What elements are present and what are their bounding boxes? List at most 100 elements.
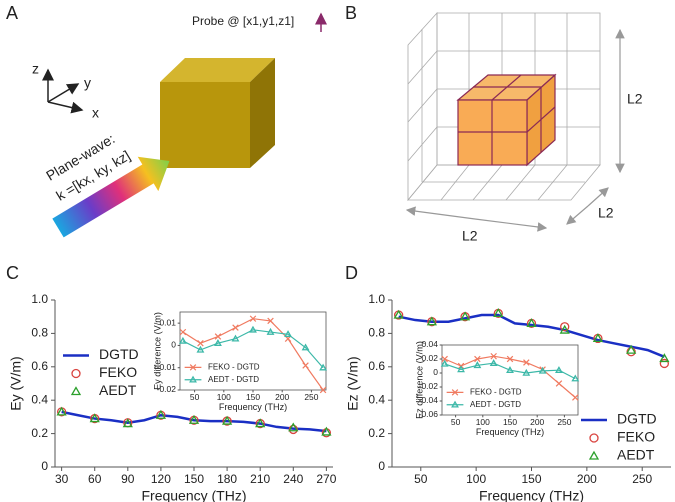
dimension-label: L2 <box>598 205 614 221</box>
legend-marker <box>588 450 600 460</box>
y-tick-label: 0.01 <box>159 317 176 327</box>
marker <box>56 406 67 416</box>
y-tick-label: 0 <box>171 340 176 350</box>
x-tick-label: 270 <box>316 472 336 486</box>
marker <box>555 380 563 387</box>
marker <box>197 339 204 347</box>
marker <box>538 366 547 374</box>
marker <box>506 355 514 363</box>
cube-front <box>160 82 250 168</box>
x-tick-label: 200 <box>530 417 544 427</box>
series-line <box>61 410 327 433</box>
marker <box>214 333 222 340</box>
marker <box>526 318 537 328</box>
dimension-label: L2 <box>462 228 478 244</box>
marker <box>214 339 222 346</box>
y-axis-label: Ey difference (V/m) <box>152 312 162 390</box>
legend-label: DGTD <box>617 411 657 427</box>
x-tick-label: 30 <box>55 472 69 486</box>
legend-marker <box>451 400 459 408</box>
marker <box>459 311 471 321</box>
series-line <box>398 313 665 358</box>
marker <box>178 336 187 344</box>
axis-name: y <box>84 75 91 91</box>
legend-label: AEDT <box>617 447 655 463</box>
legend-label: FEKO - DGTD <box>470 387 522 396</box>
marker <box>473 361 482 369</box>
y-tick-label: 0.2 <box>368 426 385 440</box>
marker <box>122 418 133 428</box>
y-tick-label: 0.8 <box>368 326 385 340</box>
plot-frame <box>179 311 327 391</box>
marker <box>249 325 257 333</box>
marker <box>302 362 309 369</box>
panel-label: C <box>6 263 19 283</box>
marker <box>179 328 187 336</box>
axis-arrow <box>47 83 80 103</box>
legend-marker <box>589 433 599 443</box>
legend-label: AEDT <box>99 382 137 398</box>
marker <box>474 355 481 363</box>
x-tick-label: 90 <box>121 472 135 486</box>
x-tick-label: 50 <box>451 417 461 427</box>
marker <box>489 359 498 366</box>
x-tick-label: 120 <box>151 472 171 486</box>
panel-label: A <box>6 3 18 23</box>
axis-name: z <box>32 61 39 77</box>
marker <box>288 424 298 435</box>
y-tick-label: 0.6 <box>368 359 385 373</box>
series-line <box>182 329 324 369</box>
marker <box>266 327 275 335</box>
marker <box>426 316 437 326</box>
marker <box>493 308 504 318</box>
marker <box>506 366 514 373</box>
y-tick-label: 0 <box>378 459 385 473</box>
y-tick-label: 0.04 <box>421 339 438 349</box>
marker <box>249 315 257 322</box>
legend-label: FEKO <box>617 429 655 445</box>
marker <box>155 409 167 419</box>
marker <box>288 422 299 432</box>
marker <box>523 359 530 366</box>
axis-arrow <box>47 101 84 114</box>
dimension-label: L2 <box>627 91 643 107</box>
legend-marker <box>189 375 197 383</box>
y-tick-label: 1.0 <box>31 292 48 306</box>
inner-cube <box>456 73 557 167</box>
cube-side <box>250 58 275 168</box>
marker <box>196 345 205 353</box>
legend-label: DGTD <box>99 346 139 362</box>
marker <box>571 374 580 382</box>
x-tick-label: 200 <box>275 392 289 402</box>
x-tick-label: 100 <box>217 392 231 402</box>
marker <box>490 352 497 360</box>
marker <box>592 333 604 343</box>
x-tick-label: 150 <box>521 472 541 486</box>
legend-label: FEKO <box>99 364 137 380</box>
probe-label: Probe @ [x1,y1,z1] <box>192 14 294 28</box>
legend-marker <box>189 364 197 371</box>
legend-marker <box>71 368 81 379</box>
y-tick-label: 0 <box>41 459 48 473</box>
marker <box>441 355 448 363</box>
cube-top <box>160 58 275 82</box>
y-tick-label: 0 <box>433 367 438 377</box>
dimension-arrows <box>405 28 625 232</box>
marker <box>319 386 327 394</box>
x-tick-label: 50 <box>414 472 428 486</box>
y-axis-label: Ez difference (V/m) <box>414 341 424 419</box>
x-tick-label: 250 <box>304 392 318 402</box>
y-tick-label: -0.01 <box>157 362 177 372</box>
marker <box>232 324 239 331</box>
panel-label: B <box>345 3 357 23</box>
marker <box>440 359 449 367</box>
x-tick-label: 250 <box>632 472 652 486</box>
x-axis-label: Frequency (THz) <box>141 488 246 502</box>
legend-label: FEKO - DGTD <box>208 362 260 371</box>
y-axis-label: Ez (V/m) <box>345 356 361 410</box>
marker <box>555 366 563 373</box>
legend-label: AEDT - DGTD <box>470 400 521 409</box>
x-tick-label: 150 <box>184 472 204 486</box>
panel-label: D <box>345 263 358 283</box>
